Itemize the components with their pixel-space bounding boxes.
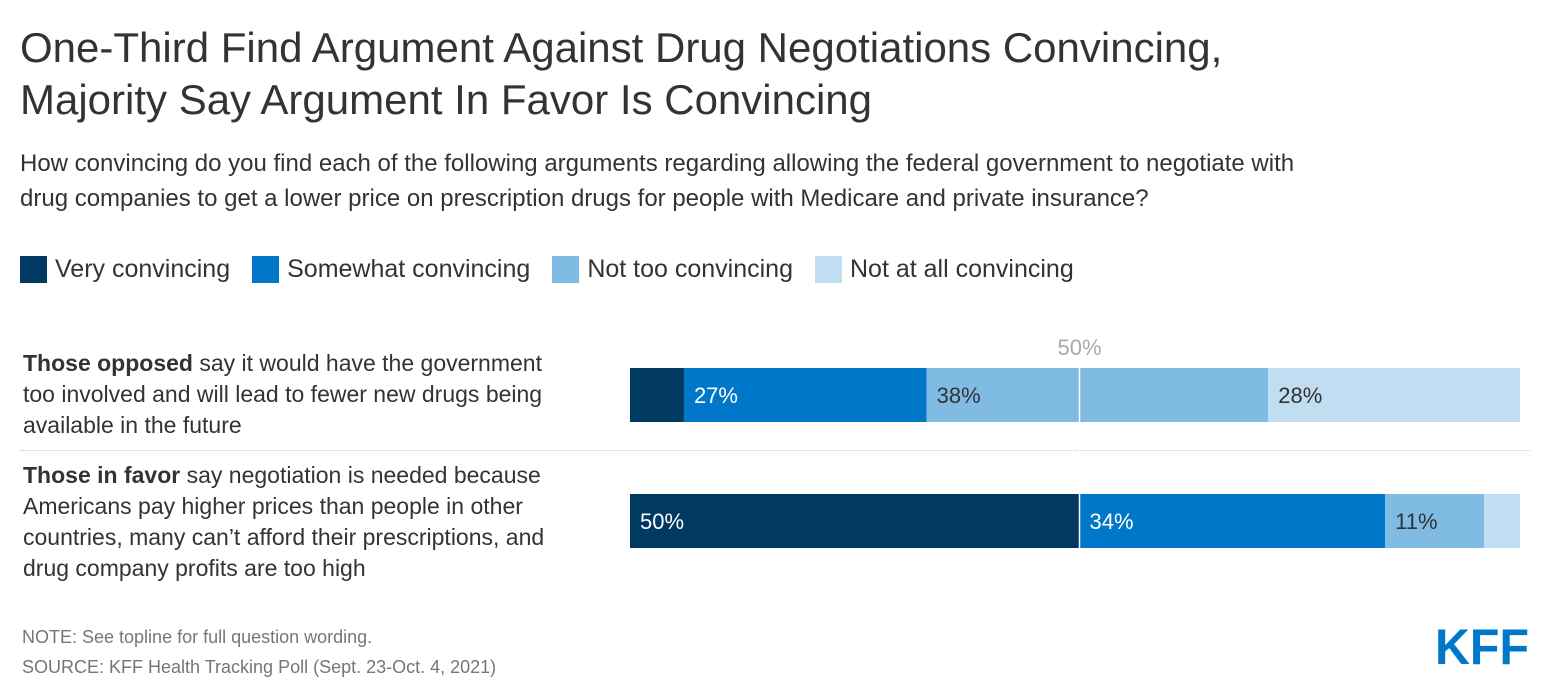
row-divider — [20, 450, 1530, 451]
legend-swatch-not-at-all-convincing — [815, 255, 842, 283]
bar-opposed-not-too-convincing — [926, 368, 1269, 422]
row-label-favor-line-4: drug company profits are too high — [23, 555, 366, 581]
bar-opposed-somewhat-convincing — [683, 368, 927, 422]
legend-label-not-too-convincing: Not too convincing — [587, 254, 793, 283]
bar-favor-somewhat-convincing — [1079, 494, 1386, 548]
row-label-favor: Those in favor say negotiation is needed… — [23, 460, 623, 584]
legend-item-somewhat-convincing: Somewhat convincing — [252, 255, 530, 284]
legend-swatch-somewhat-convincing — [252, 255, 280, 283]
legend-label-very-convincing: Very convincing — [55, 254, 231, 283]
data-label-favor-very-convincing: 50% — [640, 509, 684, 534]
row-label-opposed: Those opposed say it would have the gove… — [23, 348, 623, 441]
row-label-opposed-line-1: say it would have the government — [199, 350, 542, 376]
legend: Very convincing Somewhat convincing Not … — [20, 252, 1096, 286]
chart-subtitle-line-1: How convincing do you find each of the f… — [20, 150, 1295, 177]
row-label-favor-bold: Those in favor — [23, 462, 181, 488]
note-text: NOTE: See topline for full question word… — [22, 627, 373, 647]
bar-favor-not-too-convincing — [1385, 494, 1485, 548]
data-label-opposed-not-too-convincing: 38% — [937, 383, 981, 408]
row-label-favor-line-3: countries, many can’t afford their presc… — [23, 524, 545, 550]
source-text: SOURCE: KFF Health Tracking Poll (Sept. … — [22, 657, 497, 677]
kff-logo: KFF — [1435, 622, 1529, 668]
data-label-opposed-somewhat-convincing: 27% — [694, 383, 738, 408]
legend-label-somewhat-convincing: Somewhat convincing — [287, 254, 531, 283]
bar-favor-not-at-all-convincing — [1484, 494, 1520, 548]
row-label-opposed-line-3: available in the future — [23, 412, 242, 438]
row-label-favor-line-2: Americans pay higher prices than people … — [23, 493, 523, 519]
kff-logo-text: KFF — [1435, 622, 1529, 668]
chart-subtitle: How convincing do you find each of the f… — [20, 146, 1530, 216]
chart-subtitle-line-2: drug companies to get a lower price on p… — [20, 185, 1149, 212]
legend-item-not-too-convincing: Not too convincing — [552, 255, 793, 284]
legend-label-not-at-all-convincing: Not at all convincing — [850, 254, 1074, 283]
reference-line-label: 50% — [1057, 335, 1101, 360]
row-label-favor-line-1: say negotiation is needed because — [186, 462, 541, 488]
data-label-opposed-not-at-all-convincing: 28% — [1278, 383, 1322, 408]
chart-title-line-1: One-Third Find Argument Against Drug Neg… — [20, 24, 1223, 71]
data-label-favor-not-too-convincing: 11% — [1395, 509, 1437, 534]
row-label-opposed-line-2: too involved and will lead to fewer new … — [23, 381, 543, 407]
legend-item-not-at-all-convincing: Not at all convincing — [815, 255, 1074, 284]
row-label-opposed-bold: Those opposed — [23, 350, 193, 376]
legend-item-very-convincing: Very convincing — [20, 255, 230, 284]
bar-opposed-very-convincing — [630, 368, 684, 422]
data-label-favor-somewhat-convincing: 34% — [1089, 509, 1133, 534]
legend-swatch-very-convincing — [20, 255, 47, 283]
chart-title-line-2: Majority Say Argument In Favor Is Convin… — [20, 76, 873, 123]
bars-group: 27% 38% 28% 50% 34% 11% — [630, 368, 1520, 548]
bar-favor-very-convincing — [630, 494, 1080, 548]
chart-title: One-Third Find Argument Against Drug Neg… — [20, 22, 1520, 126]
bar-opposed-not-at-all-convincing — [1268, 368, 1520, 422]
reference-line-group: 50% — [1057, 335, 1102, 548]
legend-swatch-not-too-convincing — [552, 255, 580, 283]
